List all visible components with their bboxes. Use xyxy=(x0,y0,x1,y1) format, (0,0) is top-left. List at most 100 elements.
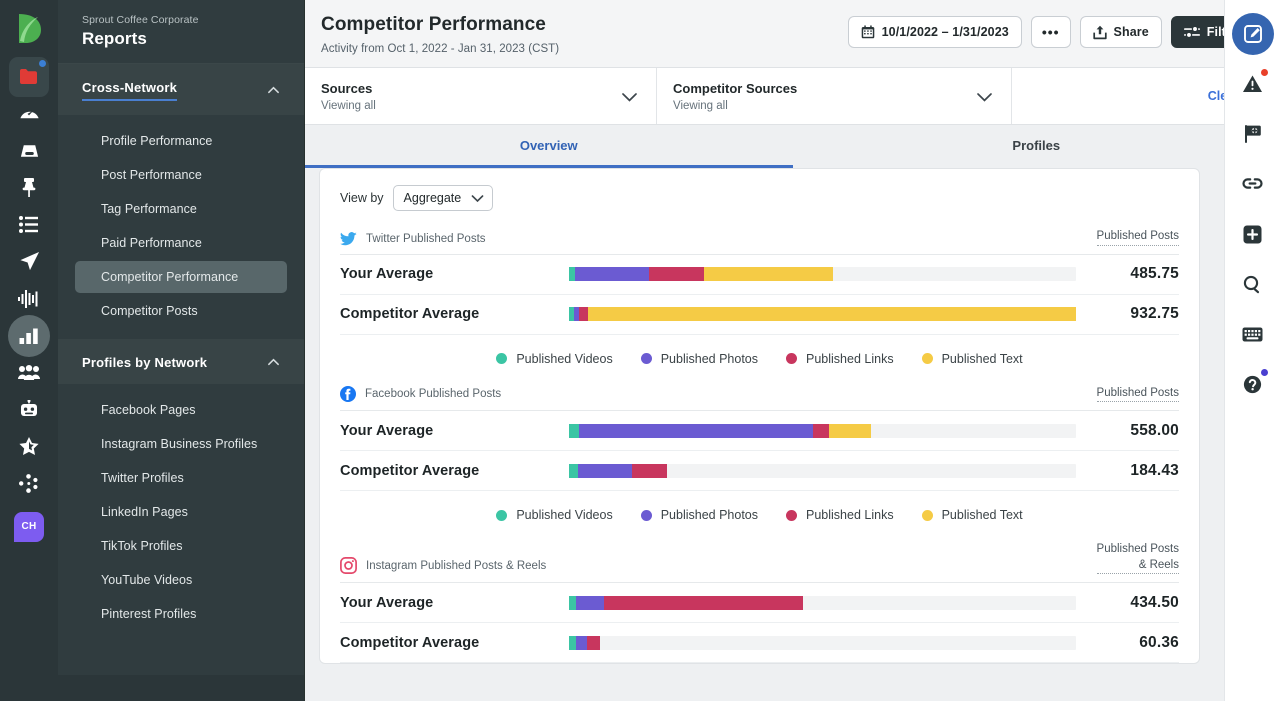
row-label: Competitor Average xyxy=(340,462,480,479)
legend-dot-published-text xyxy=(921,353,933,365)
legend-item: Published Text xyxy=(921,508,1023,522)
segment-published-photos xyxy=(576,595,604,610)
sidebar-item-instagram-business-profiles[interactable]: Instagram Business Profiles xyxy=(101,437,258,451)
sidebar-item-youtube-videos[interactable]: YouTube Videos xyxy=(101,573,193,587)
view-by-control: View by Aggregate xyxy=(340,185,1179,211)
segment-published-videos xyxy=(569,635,576,650)
add-button[interactable] xyxy=(1231,209,1275,259)
alerts-button[interactable] xyxy=(1231,59,1275,109)
table-row: Your Average 485.75 xyxy=(340,255,1179,295)
row-label: Competitor Average xyxy=(340,634,480,651)
rail-slot-listening xyxy=(0,280,58,317)
rail-slot-dashboard xyxy=(0,95,58,132)
network-rows: Your Average 434.50 xyxy=(340,582,1179,664)
sidebar-group-cross-network[interactable]: Cross-Network xyxy=(58,64,304,115)
legend-dot-published-videos xyxy=(496,353,508,365)
tab-overview[interactable]: Overview xyxy=(305,125,793,168)
legend-item: Published Links xyxy=(786,508,894,522)
avatar[interactable]: CH xyxy=(14,511,44,542)
dashboard-gauge-icon[interactable] xyxy=(9,94,49,134)
bar-chart xyxy=(569,463,1076,478)
compose-icon xyxy=(1231,13,1274,55)
sidebar-item-tag-performance[interactable]: Tag Performance xyxy=(101,202,197,216)
star-reviews-icon[interactable] xyxy=(9,427,49,467)
send-paper-plane-icon[interactable] xyxy=(9,242,49,282)
legend-item: Published Photos xyxy=(640,508,758,522)
report-scroll-area[interactable]: View by Aggregate Twitter Published Post xyxy=(305,168,1280,701)
chevron-up-icon xyxy=(268,86,279,94)
keyboard-shortcuts-button[interactable] xyxy=(1231,309,1275,359)
page-header-text: Competitor Performance Activity from Oct… xyxy=(321,14,559,55)
segment-published-photos xyxy=(577,463,633,478)
more-options-button[interactable]: ••• xyxy=(1030,16,1071,48)
messages-folder-icon[interactable] xyxy=(9,56,49,97)
sidebar-item-competitor-posts[interactable]: Competitor Posts xyxy=(101,304,198,318)
legend-label: Published Videos xyxy=(516,508,613,523)
row-value: 558.00 xyxy=(1130,421,1179,439)
search-button[interactable] xyxy=(1231,259,1275,309)
team-people-icon[interactable] xyxy=(9,353,49,393)
competitor-sources-filter-text: Competitor Sources Viewing all xyxy=(673,81,797,112)
stacked-bar xyxy=(569,463,668,478)
list-publishing-icon[interactable] xyxy=(9,205,49,245)
help-button[interactable] xyxy=(1231,359,1275,409)
metric-selector[interactable]: Published Posts xyxy=(1096,229,1179,246)
metric-selector[interactable]: Published Posts xyxy=(1096,386,1179,403)
pin-icon[interactable] xyxy=(9,168,49,208)
segment-published-photos xyxy=(575,635,588,650)
segment-published-text xyxy=(828,423,872,438)
legend-dot-published-photos xyxy=(640,353,652,365)
share-button[interactable]: Share xyxy=(1079,16,1162,48)
compose-button[interactable] xyxy=(1231,9,1275,59)
share-label: Share xyxy=(1113,25,1149,39)
network-rows: Your Average 485.75 xyxy=(340,253,1179,335)
table-row: Your Average 434.50 xyxy=(340,583,1179,624)
sprout-logo[interactable] xyxy=(0,0,58,58)
table-row: Competitor Average 184.43 xyxy=(340,451,1179,492)
sidebar-item-facebook-pages[interactable]: Facebook Pages xyxy=(101,403,196,417)
sidebar-item-post-performance[interactable]: Post Performance xyxy=(101,168,202,182)
metric-selector[interactable]: Published Posts & Reels xyxy=(1096,542,1179,575)
sidebar-item-paid-performance[interactable]: Paid Performance xyxy=(101,236,202,250)
page-header: Competitor Performance Activity from Oct… xyxy=(305,0,1280,68)
sidebar-item-tiktok-profiles[interactable]: TikTok Profiles xyxy=(101,539,183,553)
sources-filter[interactable]: Sources Viewing all xyxy=(305,68,657,124)
legend-dot-published-links xyxy=(786,353,798,365)
metric-line-1: Published Posts xyxy=(1096,543,1179,556)
sidebar-group-label: Profiles by Network xyxy=(82,355,208,370)
sidebar-item-competitor-performance[interactable]: Competitor Performance xyxy=(75,261,287,293)
network-dots-icon[interactable] xyxy=(9,464,49,504)
network-name: Twitter Published Posts xyxy=(340,231,486,246)
instagram-icon xyxy=(340,557,357,575)
legend-item: Published Photos xyxy=(640,352,758,366)
segment-published-links xyxy=(587,635,601,650)
network-header: Twitter Published Posts Published Posts xyxy=(340,229,1179,254)
date-range-picker[interactable]: 10/1/2022 – 1/31/2023 xyxy=(847,16,1022,48)
sidebar-item-pinterest-profiles[interactable]: Pinterest Profiles xyxy=(101,607,197,621)
competitor-sources-filter[interactable]: Competitor Sources Viewing all xyxy=(657,68,1012,124)
links-button[interactable] xyxy=(1231,159,1275,209)
inbox-icon[interactable] xyxy=(9,131,49,171)
sidebar-item-twitter-profiles[interactable]: Twitter Profiles xyxy=(101,471,184,485)
tab-profiles[interactable]: Profiles xyxy=(1012,138,1061,153)
legend-label: Published Videos xyxy=(516,351,613,366)
view-by-select[interactable]: Aggregate xyxy=(392,185,494,211)
bar-track xyxy=(569,635,1076,650)
sidebar-item-profile-performance[interactable]: Profile Performance xyxy=(101,134,213,148)
row-label: Your Average xyxy=(340,266,434,283)
feedback-button[interactable] xyxy=(1231,109,1275,159)
chart-legend: Published Videos Published Photos Publis… xyxy=(340,335,1179,386)
sidebar-item-linkedin-pages[interactable]: LinkedIn Pages xyxy=(101,505,188,519)
segment-published-photos xyxy=(579,423,813,438)
row-label: Competitor Average xyxy=(340,306,480,323)
reports-bar-chart-icon[interactable] xyxy=(8,314,50,357)
bot-icon[interactable] xyxy=(9,390,49,430)
twitter-icon xyxy=(340,231,357,245)
listening-waveform-icon[interactable] xyxy=(9,279,49,319)
network-header: Instagram Published Posts & Reels Publis… xyxy=(340,542,1179,582)
sidebar-group-profiles-by-network[interactable]: Profiles by Network xyxy=(58,339,304,384)
sidebar-group-label: Cross-Network xyxy=(82,80,178,101)
sidebar-filler xyxy=(58,642,304,675)
add-plus-icon xyxy=(1243,225,1262,243)
chart-legend: Published Videos Published Photos Publis… xyxy=(340,491,1179,542)
